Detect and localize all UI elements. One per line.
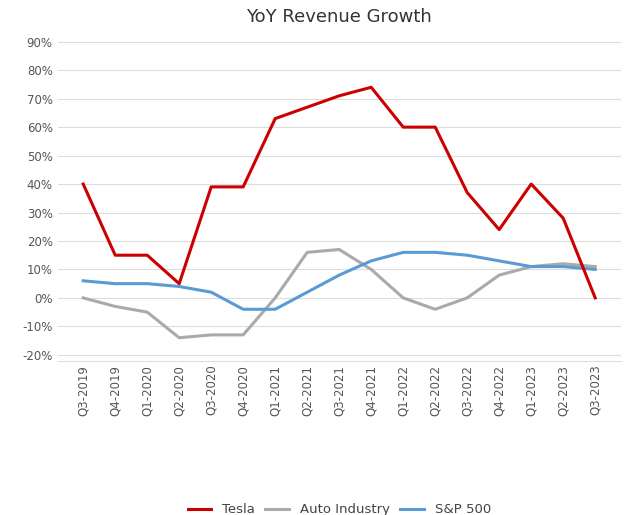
Auto Industry xyxy=(303,249,311,255)
Legend: Tesla, Auto Industry, S&P 500: Tesla, Auto Industry, S&P 500 xyxy=(188,503,491,515)
Tesla xyxy=(207,184,215,190)
Tesla xyxy=(175,281,183,287)
S&P 500 xyxy=(207,289,215,295)
Tesla xyxy=(303,104,311,110)
Auto Industry xyxy=(79,295,87,301)
Line: Auto Industry: Auto Industry xyxy=(83,249,595,338)
Tesla xyxy=(143,252,151,259)
S&P 500 xyxy=(399,249,407,255)
Auto Industry xyxy=(591,264,599,270)
S&P 500 xyxy=(591,266,599,272)
Tesla xyxy=(431,124,439,130)
Tesla xyxy=(399,124,407,130)
Auto Industry xyxy=(335,246,343,252)
Auto Industry xyxy=(367,266,375,272)
Tesla xyxy=(111,252,119,259)
S&P 500 xyxy=(175,283,183,289)
Tesla xyxy=(367,84,375,90)
Tesla xyxy=(591,295,599,301)
Line: S&P 500: S&P 500 xyxy=(83,252,595,310)
S&P 500 xyxy=(239,306,247,313)
Tesla xyxy=(559,215,567,221)
S&P 500 xyxy=(559,264,567,270)
Auto Industry xyxy=(527,264,535,270)
S&P 500 xyxy=(335,272,343,278)
S&P 500 xyxy=(111,281,119,287)
Tesla xyxy=(463,190,471,196)
Auto Industry xyxy=(463,295,471,301)
Auto Industry xyxy=(559,261,567,267)
Line: Tesla: Tesla xyxy=(83,87,595,298)
S&P 500 xyxy=(303,289,311,295)
Auto Industry xyxy=(239,332,247,338)
Auto Industry xyxy=(271,295,279,301)
S&P 500 xyxy=(431,249,439,255)
Auto Industry xyxy=(495,272,503,278)
Auto Industry xyxy=(111,303,119,310)
Tesla xyxy=(79,181,87,187)
Tesla xyxy=(527,181,535,187)
Tesla xyxy=(239,184,247,190)
S&P 500 xyxy=(367,258,375,264)
S&P 500 xyxy=(79,278,87,284)
Auto Industry xyxy=(431,306,439,313)
Auto Industry xyxy=(143,309,151,315)
Auto Industry xyxy=(399,295,407,301)
S&P 500 xyxy=(527,264,535,270)
S&P 500 xyxy=(495,258,503,264)
Title: YoY Revenue Growth: YoY Revenue Growth xyxy=(246,8,432,26)
Tesla xyxy=(271,115,279,122)
Tesla xyxy=(335,93,343,99)
S&P 500 xyxy=(271,306,279,313)
S&P 500 xyxy=(463,252,471,259)
S&P 500 xyxy=(143,281,151,287)
Tesla xyxy=(495,227,503,233)
Auto Industry xyxy=(175,335,183,341)
Auto Industry xyxy=(207,332,215,338)
